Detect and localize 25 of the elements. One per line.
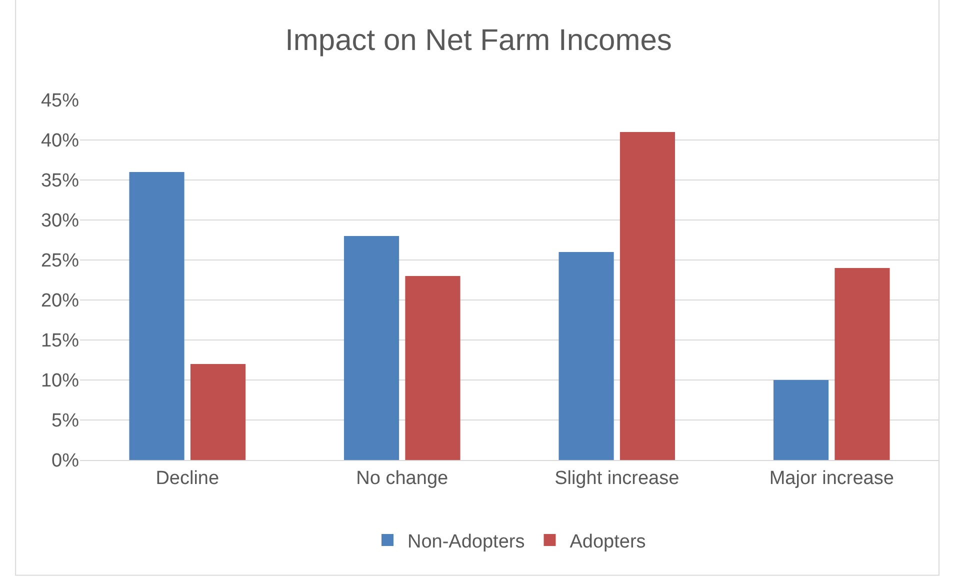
x-tick-label: Decline (156, 468, 220, 489)
bar (190, 364, 246, 460)
bar (773, 380, 829, 460)
legend-label: Adopters (570, 531, 646, 552)
x-tick-label: No change (356, 468, 448, 489)
y-tick-label: 15% (40, 330, 80, 352)
x-tick-label: Slight increase (554, 468, 680, 489)
y-tick-label: 30% (40, 210, 80, 232)
bar (834, 268, 890, 460)
y-tick-label: 10% (40, 370, 80, 392)
bar (405, 276, 460, 460)
y-tick-label: 35% (40, 170, 80, 192)
y-tick-label: 45% (40, 90, 80, 112)
chart-title: Impact on Net Farm Incomes (285, 24, 672, 57)
y-tick-label: 5% (52, 410, 80, 432)
bar (344, 236, 400, 460)
y-tick-label: 20% (40, 290, 80, 312)
x-tick-label: Major increase (769, 468, 894, 489)
bar (129, 172, 184, 460)
legend-label: Non-Adopters (408, 531, 525, 552)
bar (620, 132, 676, 460)
bar (558, 252, 614, 460)
y-tick-label: 40% (40, 130, 80, 152)
y-tick-label: 25% (40, 250, 80, 272)
y-tick-label: 0% (52, 450, 80, 472)
